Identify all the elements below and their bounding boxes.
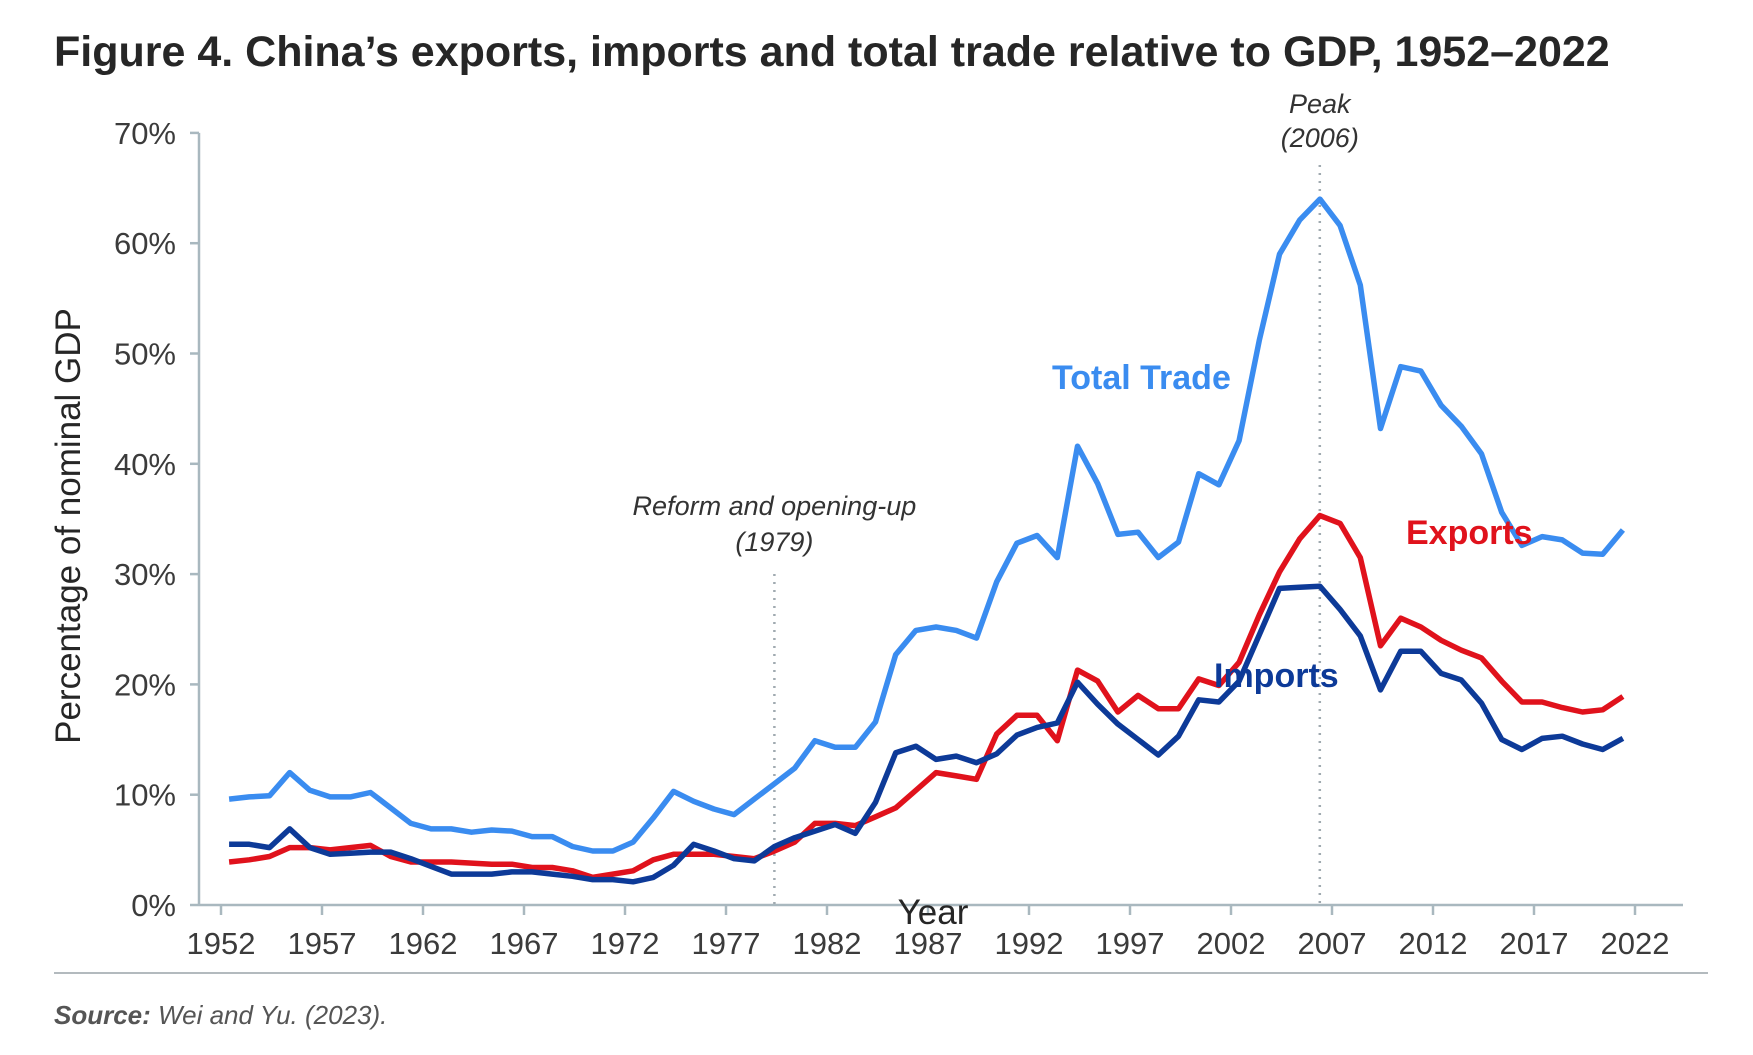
annotation-year-1979: (1979): [735, 527, 813, 557]
legend-label-exports: Exports: [1406, 514, 1533, 552]
x-tick-label: 1952: [187, 926, 256, 961]
y-tick-label: 50%: [114, 337, 176, 372]
series-line-exports: [228, 512, 1625, 881]
x-tick-label: 1972: [591, 926, 660, 961]
y-tick-label: 30%: [114, 557, 176, 592]
source-text: Wei and Yu. (2023).: [151, 1000, 388, 1030]
annotations: Reform and opening-up (1979) Peak (2006): [633, 89, 1359, 905]
x-tick-label: 1987: [894, 926, 963, 961]
series-line-imports: [229, 583, 1625, 885]
y-tick-label: 70%: [114, 116, 176, 151]
series-lines: [228, 196, 1626, 885]
y-tick-label: 20%: [114, 667, 176, 702]
x-tick-label: 2007: [1298, 926, 1367, 961]
y-axis-title: Percentage of nominal GDP: [49, 308, 88, 744]
source-note: Source: Wei and Yu. (2023).: [54, 1000, 387, 1030]
y-tick-label: 40%: [114, 447, 176, 482]
y-tick-label: 0%: [131, 888, 176, 923]
y-tick-label: 10%: [114, 778, 176, 813]
annotation-title-1979: Reform and opening-up: [633, 491, 917, 521]
axes: 0% 10% 20% 30% 40% 50% 60% 70% 1952 1957 1962 1967 1…: [114, 116, 1683, 961]
x-tick-label: 1982: [793, 926, 862, 961]
x-tick-label: 1962: [389, 926, 458, 961]
legend-label-imports: Imports: [1214, 657, 1339, 695]
y-tick-label: 60%: [114, 226, 176, 261]
x-tick-label: 1957: [288, 926, 357, 961]
x-tick-label: 2002: [1197, 926, 1266, 961]
x-tick-label: 1997: [1096, 926, 1165, 961]
x-tick-label: 2012: [1399, 926, 1468, 961]
series-line-total-trade: [228, 196, 1626, 854]
x-tick-label: 1977: [692, 926, 761, 961]
annotation-year-2006: (2006): [1281, 123, 1359, 153]
x-tick-label: 1992: [995, 926, 1064, 961]
source-label: Source:: [54, 1000, 151, 1030]
x-tick-label: 1967: [490, 926, 559, 961]
annotation-title-2006: Peak: [1289, 89, 1352, 119]
x-tick-label: 2022: [1601, 926, 1670, 961]
chart-title: Figure 4. China’s exports, imports and t…: [54, 28, 1610, 76]
x-tick-label: 2017: [1500, 926, 1569, 961]
legend-label-total-trade: Total Trade: [1052, 359, 1231, 397]
x-axis-title: Year: [898, 893, 969, 932]
